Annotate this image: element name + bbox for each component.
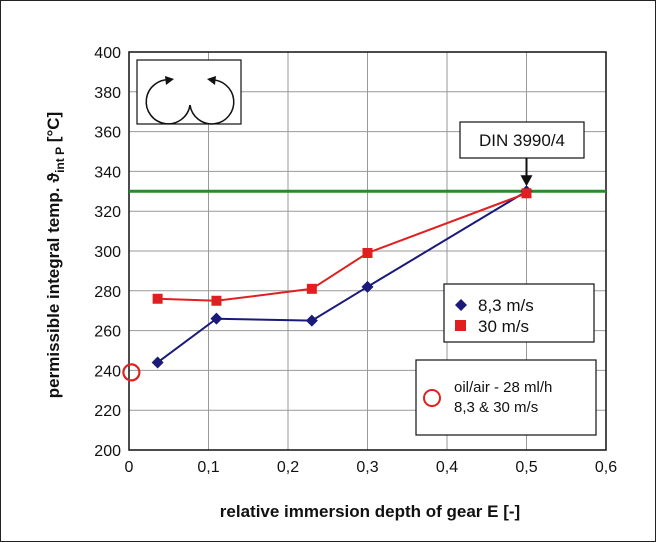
oil-air-data-point	[122, 363, 141, 382]
x-tick-label-2: 0,2	[277, 459, 299, 476]
x-tick-labels: 0 0,1 0,2 0,3 0,4 0,5 0,6	[125, 459, 618, 476]
x-tick-label-4: 0,4	[436, 459, 458, 476]
series-0-point-1	[210, 312, 223, 325]
plot-border	[128, 51, 607, 451]
series-1-point-1	[211, 295, 222, 306]
series-0-point-3	[361, 280, 374, 293]
x-tick-label-6: 0,6	[595, 459, 617, 476]
oil-air-legend-marker	[423, 389, 441, 407]
series-0-point-2	[305, 314, 318, 327]
oil-air-label-line-2: 8,3 & 30 m/s	[454, 399, 538, 416]
oil-air-label-line-1: oil/air - 28 ml/h	[454, 379, 552, 396]
y-tick-label-7: 340	[94, 164, 121, 181]
legend-label-30: 30 m/s	[478, 317, 529, 336]
series-0-point-0	[151, 356, 164, 369]
din-arrow-head	[520, 175, 533, 187]
y-tick-label-5: 300	[94, 244, 121, 261]
din-label: DIN 3990/4	[479, 131, 565, 150]
y-tick-label-1: 220	[94, 403, 121, 420]
oil-air-legend: oil/air - 28 ml/h 8,3 & 30 m/s	[415, 359, 597, 436]
legend-marker-8-3	[455, 299, 467, 311]
x-axis-title: relative immersion depth of gear E [-]	[220, 502, 520, 521]
series-1-point-0	[152, 293, 163, 304]
y-tick-label-6: 320	[94, 204, 121, 221]
y-tick-label-3: 260	[94, 324, 121, 341]
y-axis-title-main: permissible integral temp. ϑ	[44, 173, 63, 398]
y-tick-labels: 200 220 240 260 280 300 320 340 360 380 400	[94, 45, 121, 460]
y-axis-title-sub: int P	[53, 147, 67, 173]
series-layer	[151, 185, 533, 369]
x-tick-label-3: 0,3	[356, 459, 378, 476]
x-tick-label-0: 0	[125, 459, 134, 476]
y-tick-label-10: 400	[94, 45, 121, 62]
series-1-point-2	[306, 283, 317, 294]
legend: 8,3 m/s 30 m/s	[443, 283, 595, 343]
legend-marker-30	[455, 320, 466, 331]
x-tick-label-5: 0,5	[515, 459, 537, 476]
x-tick-label-1: 0,1	[197, 459, 219, 476]
legend-label-8-3: 8,3 m/s	[478, 296, 534, 315]
y-tick-label-2: 240	[94, 363, 121, 380]
y-axis-title-unit: [°C]	[44, 112, 63, 147]
y-tick-label-8: 360	[94, 125, 121, 142]
series-1-point-4	[521, 188, 532, 199]
y-tick-label-9: 380	[94, 85, 121, 102]
gear-rotation-icon	[136, 59, 242, 125]
series-1-point-3	[362, 247, 373, 258]
din-annotation: DIN 3990/4	[459, 121, 585, 187]
y-tick-label-4: 280	[94, 284, 121, 301]
y-tick-label-0: 200	[94, 443, 121, 460]
y-axis-title: permissible integral temp. ϑint P [°C]	[44, 112, 67, 398]
